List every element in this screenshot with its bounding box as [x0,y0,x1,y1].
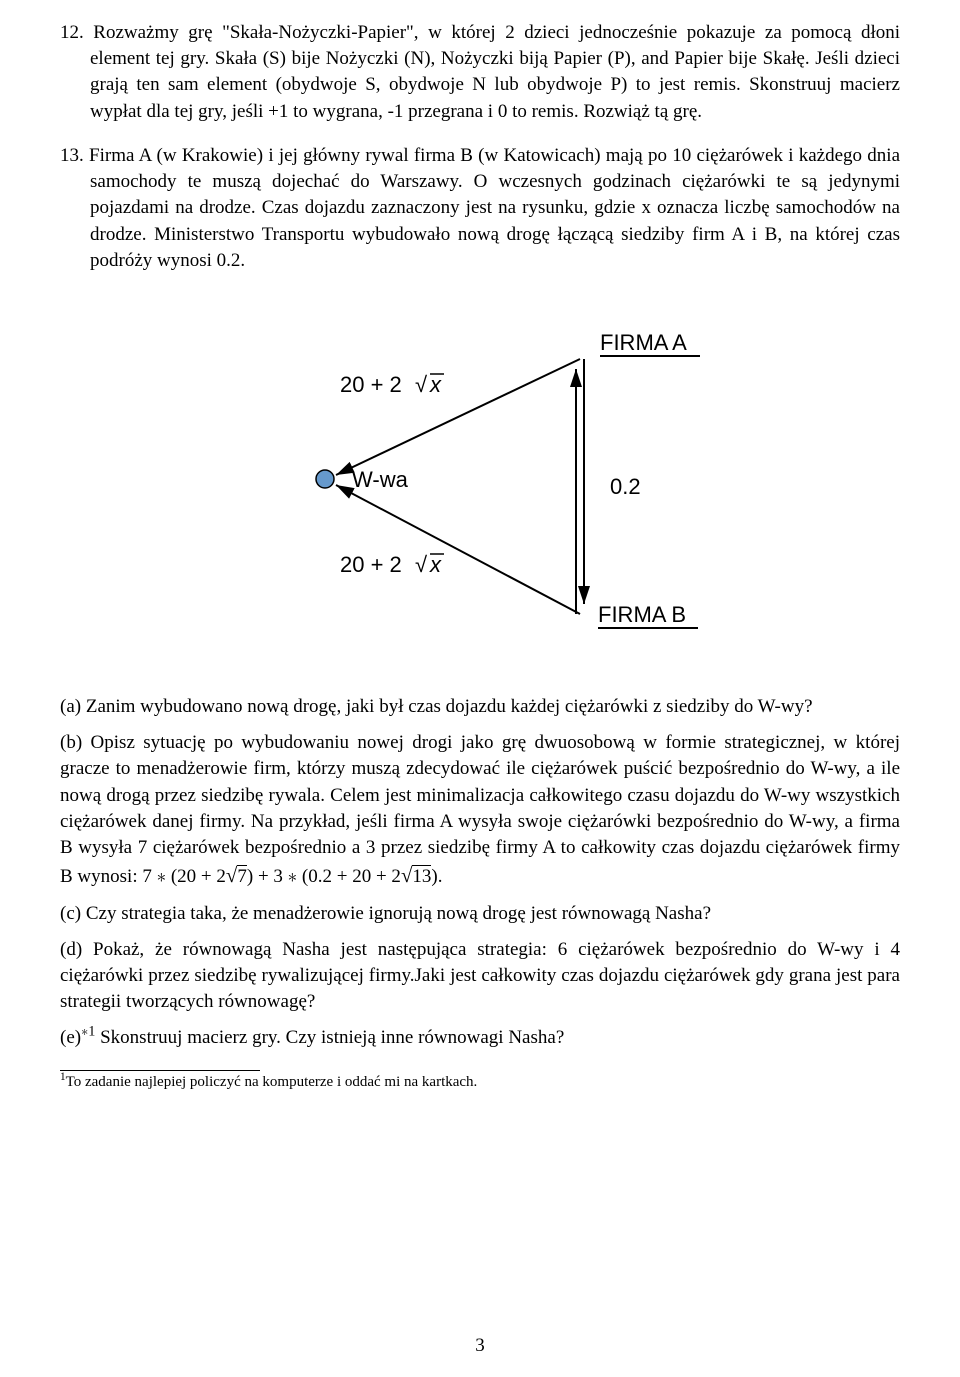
problem-13-text: Firma A (w Krakowie) i jej główny rywal … [89,145,900,271]
page: 12. Rozważmy grę "Skała-Nożyczki-Papier"… [0,0,960,1377]
subpart-b-text: (b) Opisz sytuację po wybudowaniu nowej … [60,732,900,887]
problem-13-number: 13. [60,145,84,166]
label-edge-top: 20 + 2 √ x [340,372,444,397]
svg-text:√: √ [415,372,428,397]
subpart-b: (b) Opisz sytuację po wybudowaniu nowej … [60,730,900,890]
subpart-e-marker: (e) [60,1027,81,1048]
subpart-e: (e)∗1 Skonstruuj macierz gry. Czy istnie… [60,1025,900,1051]
svg-text:x: x [429,552,442,577]
footnote: 1To zadanie najlepiej policzyć na komput… [60,1073,900,1093]
figure-triangle-diagram: FIRMA A FIRMA B W-wa 0.2 20 + 2 √ x 20 +… [230,304,730,654]
problem-12-text: Rozważmy grę "Skała-Nożyczki-Papier", w … [90,22,900,122]
subpart-e-text: Skonstruuj macierz gry. Czy istnieją inn… [95,1027,564,1048]
label-wwa: W-wa [352,467,409,492]
subpart-d: (d) Pokaż, że równowagą Nasha jest nastę… [60,937,900,1016]
subpart-c: (c) Czy strategia taka, że menadżerowie … [60,901,900,927]
svg-text:x: x [429,372,442,397]
problem-13: 13. Firma A (w Krakowie) i jej główny ry… [60,143,900,274]
page-number: 3 [0,1335,960,1357]
svg-text:√: √ [415,552,428,577]
footnote-rule [60,1070,260,1071]
footnote-text: To zadanie najlepiej policzyć na kompute… [66,1074,478,1090]
label-edge-bottom: 20 + 2 √ x [340,552,444,577]
problem-12-number: 12. [60,22,84,43]
label-firmA: FIRMA A [600,330,687,355]
subpart-b-formula: 7 ∗ (20 + 2√7) + 3 ∗ (0.2 + 20 + 2√13). [142,866,442,887]
subpart-e-sup: ∗1 [81,1024,95,1040]
label-edge-right: 0.2 [610,474,641,499]
edge-firmB-to-wwa [336,485,580,614]
svg-text:20 + 2: 20 + 2 [340,372,402,397]
problem-12: 12. Rozważmy grę "Skała-Nożyczki-Papier"… [60,20,900,125]
svg-text:20 + 2: 20 + 2 [340,552,402,577]
subpart-a: (a) Zanim wybudowano nową drogę, jaki by… [60,694,900,720]
node-wwa [316,470,334,488]
label-firmB: FIRMA B [598,602,686,627]
